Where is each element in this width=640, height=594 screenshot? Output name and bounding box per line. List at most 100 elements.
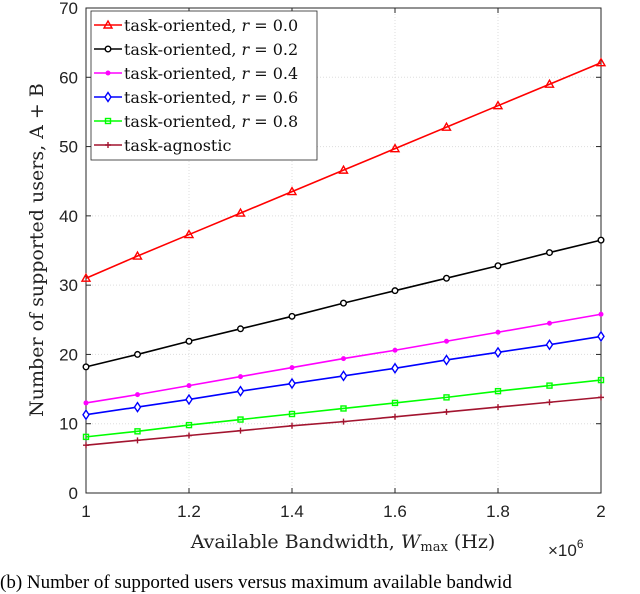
marker-plus (105, 142, 111, 148)
marker-plus (598, 394, 604, 401)
marker-circle (340, 299, 348, 307)
x-tick-label: 1.6 (383, 502, 407, 521)
marker-diamond (185, 393, 193, 406)
x-axis-multiplier: ×106 (548, 537, 584, 560)
marker-dot (186, 383, 192, 389)
marker-diamond (442, 354, 451, 366)
legend-label: task-oriented, r = 0.2 (124, 40, 298, 59)
series-4 (82, 376, 605, 441)
legend-label: task-oriented, r = 0.0 (124, 16, 298, 35)
marker-plus (443, 408, 450, 415)
marker-triangle (338, 164, 349, 174)
marker-square (82, 433, 90, 441)
marker-square (104, 117, 112, 125)
marker-square (443, 394, 450, 401)
series-5 (83, 394, 604, 449)
marker-diamond (597, 330, 605, 343)
marker-square (134, 428, 141, 435)
marker-plus (289, 422, 295, 429)
legend-item: task-oriented, r = 0.2 (94, 40, 298, 59)
marker-diamond (236, 385, 245, 397)
x-tick-label: 1.8 (486, 502, 510, 521)
marker-square (546, 382, 553, 389)
marker-circle (391, 287, 399, 295)
y-tick-label: 70 (59, 0, 78, 18)
marker-triangle (132, 250, 143, 260)
marker-dot (598, 311, 604, 317)
marker-circle (288, 312, 296, 320)
marker-diamond (104, 91, 112, 103)
marker-diamond (339, 370, 348, 382)
marker-diamond (82, 408, 90, 421)
marker-triangle (235, 207, 246, 217)
marker-circle (546, 249, 554, 257)
series-0 (80, 57, 607, 282)
marker-dot (83, 400, 89, 406)
legend-label: task-oriented, r = 0.4 (124, 64, 298, 83)
x-tick-label: 2 (596, 502, 605, 521)
marker-square (288, 410, 296, 418)
marker-triangle (183, 229, 195, 239)
y-tick-label: 10 (59, 415, 78, 434)
y-tick-label: 30 (59, 276, 78, 295)
marker-triangle (102, 19, 114, 29)
legend-label: task-agnostic (124, 136, 231, 155)
marker-plus (134, 437, 141, 444)
x-tick-label: 1 (81, 502, 90, 521)
marker-square (237, 416, 244, 423)
axes-box (85, 7, 602, 494)
marker-triangle (80, 272, 92, 282)
marker-diamond (133, 401, 142, 413)
marker-square (340, 405, 347, 412)
legend-item: task-oriented, r = 0.0 (94, 16, 298, 35)
marker-circle (236, 325, 244, 333)
marker-triangle (286, 186, 298, 196)
y-tick-label: 60 (59, 68, 78, 87)
marker-square (597, 376, 605, 384)
legend-item: task-oriented, r = 0.8 (94, 112, 298, 131)
y-tick-label: 20 (59, 345, 78, 364)
y-tick-label: 40 (59, 207, 78, 226)
y-tick-label: 0 (69, 484, 78, 503)
marker-plus (495, 404, 501, 411)
x-axis-label: Available Bandwidth, Wmax (Hz) (190, 531, 496, 555)
y-tick-label: 50 (59, 138, 78, 157)
legend-box (90, 10, 318, 161)
legend: task-oriented, r = 0.0 task-oriented, r =… (90, 10, 318, 161)
marker-square (185, 421, 193, 429)
marker-plus (237, 427, 244, 434)
marker-plus (186, 432, 192, 439)
marker-square (494, 387, 502, 395)
series-line (85, 61, 602, 279)
marker-square (391, 399, 399, 407)
marker-dot (105, 70, 111, 76)
legend-item: task-agnostic (94, 136, 231, 155)
marker-plus (392, 413, 398, 420)
marker-diamond (288, 377, 296, 390)
marker-dot (341, 356, 346, 362)
marker-circle (494, 262, 502, 270)
marker-dot (547, 320, 552, 326)
marker-dot (238, 374, 243, 380)
marker-plus (83, 442, 89, 449)
marker-dot (289, 365, 295, 371)
marker-triangle (492, 100, 504, 110)
marker-circle (597, 236, 605, 244)
marker-circle (82, 363, 90, 371)
marker-circle (104, 45, 112, 53)
marker-triangle (441, 121, 452, 131)
marker-diamond (494, 346, 502, 359)
marker-diamond (545, 338, 554, 351)
marker-plus (340, 418, 347, 425)
marker-circle (443, 274, 451, 282)
marker-plus (546, 399, 553, 406)
marker-circle (185, 337, 193, 345)
y-axis-label: Number of supported users, A + B (26, 83, 48, 417)
x-tick-label: 1.4 (280, 502, 304, 521)
legend-label: task-oriented, r = 0.6 (124, 88, 298, 107)
marker-dot (392, 347, 398, 353)
legend-label: task-oriented, r = 0.8 (124, 112, 298, 131)
marker-dot (135, 392, 140, 398)
marker-dot (495, 329, 501, 335)
